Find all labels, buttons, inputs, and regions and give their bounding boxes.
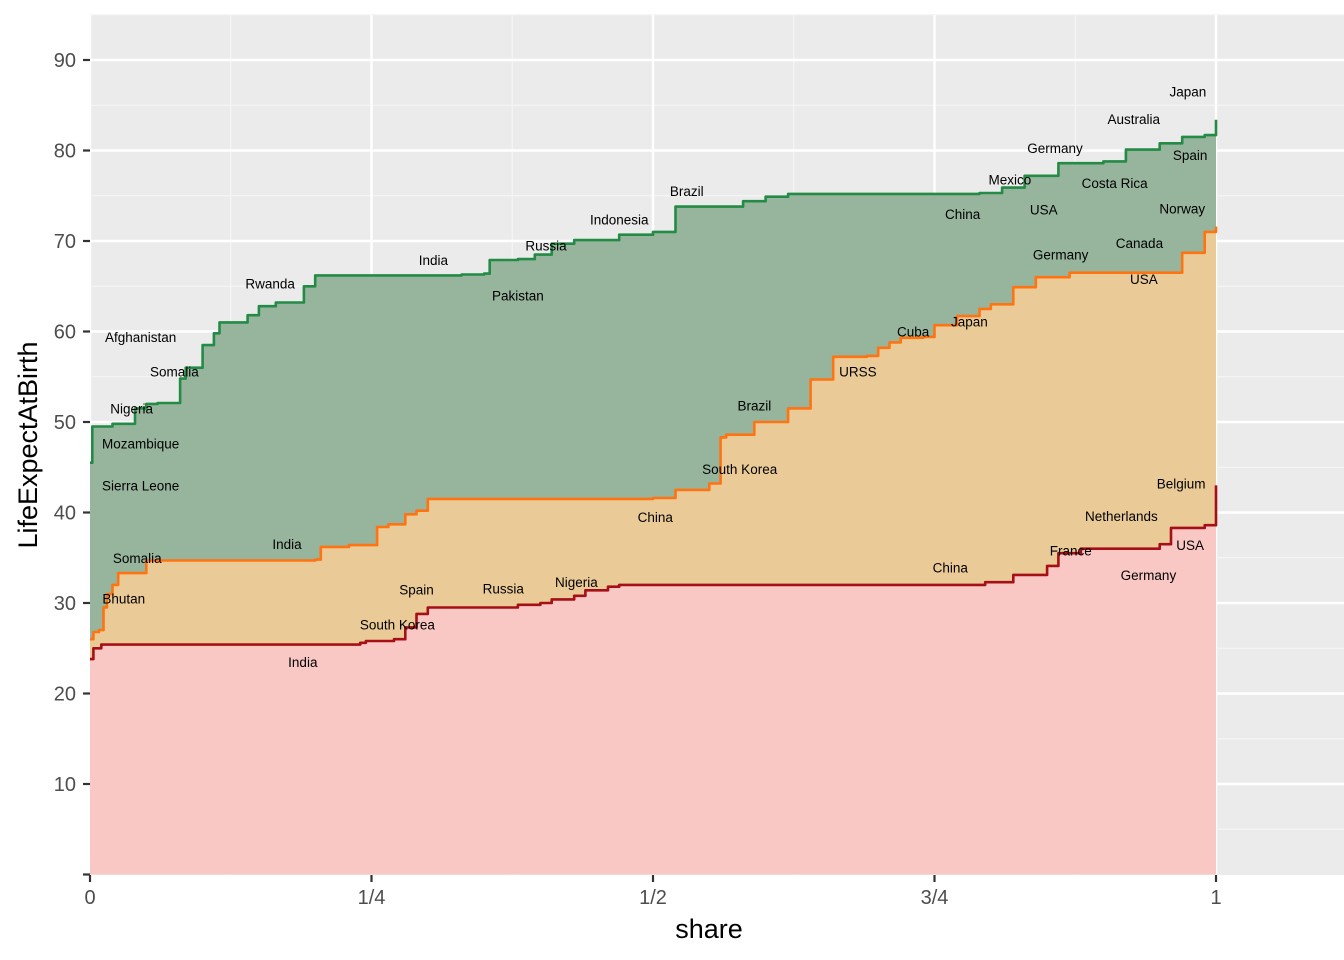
country-label: USA bbox=[1130, 272, 1158, 287]
line-early bbox=[90, 485, 1218, 661]
country-label: Belgium bbox=[1157, 477, 1206, 492]
country-label: Japan bbox=[1169, 85, 1206, 100]
country-label: Pakistan bbox=[492, 288, 544, 303]
country-label: URSS bbox=[839, 364, 877, 379]
country-label: China bbox=[945, 207, 981, 222]
country-label: South Korea bbox=[702, 462, 778, 477]
country-label: China bbox=[933, 561, 969, 576]
country-label: Norway bbox=[1159, 201, 1205, 216]
country-label: Cuba bbox=[897, 325, 930, 340]
country-label: Germany bbox=[1027, 141, 1083, 156]
x-tick-label: 1/4 bbox=[358, 887, 386, 909]
country-label: Russia bbox=[483, 582, 525, 597]
country-label: Germany bbox=[1033, 248, 1089, 263]
country-label: USA bbox=[1030, 202, 1058, 217]
country-label: Somalia bbox=[113, 551, 162, 566]
x-tick-label: 0 bbox=[84, 887, 95, 909]
country-label: France bbox=[1050, 544, 1092, 559]
country-label: Somalia bbox=[150, 364, 199, 379]
line-middle bbox=[90, 226, 1218, 641]
country-label: Netherlands bbox=[1085, 509, 1158, 524]
x-axis-title: share bbox=[675, 914, 743, 944]
country-label: USA bbox=[1176, 538, 1204, 553]
country-label: Afghanistan bbox=[105, 330, 176, 345]
y-tick-label: 20 bbox=[54, 684, 76, 706]
y-tick-label: 60 bbox=[54, 322, 76, 344]
area-early bbox=[90, 512, 1216, 875]
country-label: Sierra Leone bbox=[102, 478, 179, 493]
country-label: India bbox=[272, 537, 302, 552]
country-label: Bhutan bbox=[102, 591, 145, 606]
y-tick-label: 90 bbox=[54, 50, 76, 72]
x-axis: 0 1/4 1/2 3/4 1 bbox=[84, 875, 1222, 909]
y-axis-title: LifeExpectAtBirth bbox=[13, 341, 43, 548]
country-label: India bbox=[419, 253, 449, 268]
y-tick-label: 50 bbox=[54, 412, 76, 434]
country-label: Germany bbox=[1121, 568, 1177, 583]
country-label: Spain bbox=[399, 582, 434, 597]
country-label: Brazil bbox=[670, 184, 704, 199]
line-recent bbox=[90, 119, 1218, 464]
y-tick-label: 10 bbox=[54, 774, 76, 796]
country-label: Nigeria bbox=[110, 401, 153, 416]
y-axis: 10 20 30 40 50 60 70 80 90 bbox=[54, 50, 90, 876]
country-label: Japan bbox=[951, 315, 988, 330]
y-tick-label: 40 bbox=[54, 503, 76, 525]
y-tick-label: 80 bbox=[54, 141, 76, 163]
y-tick-label: 70 bbox=[54, 231, 76, 253]
country-label: Indonesia bbox=[590, 212, 649, 227]
x-tick-label: 1 bbox=[1210, 887, 1221, 909]
country-label: Spain bbox=[1173, 148, 1208, 163]
country-label: Canada bbox=[1116, 236, 1164, 251]
country-label: Mozambique bbox=[102, 437, 179, 452]
country-label: China bbox=[638, 510, 674, 525]
country-label: Mexico bbox=[989, 172, 1032, 187]
country-label: Brazil bbox=[737, 399, 771, 414]
country-label: Rwanda bbox=[245, 277, 295, 292]
x-tick-label: 1/2 bbox=[639, 887, 667, 909]
country-label: South Korea bbox=[360, 618, 436, 633]
country-label: India bbox=[288, 655, 318, 670]
x-tick-label: 3/4 bbox=[921, 887, 949, 909]
y-tick-label: 30 bbox=[54, 593, 76, 615]
country-label: Nigeria bbox=[555, 575, 598, 590]
country-label: Russia bbox=[525, 239, 567, 254]
country-label: Australia bbox=[1108, 112, 1161, 127]
country-label: Costa Rica bbox=[1082, 176, 1149, 191]
country-labels: Afghanistan Somalia Nigeria Mozambique Sierr… bbox=[102, 85, 1207, 670]
series-lines bbox=[90, 119, 1218, 661]
